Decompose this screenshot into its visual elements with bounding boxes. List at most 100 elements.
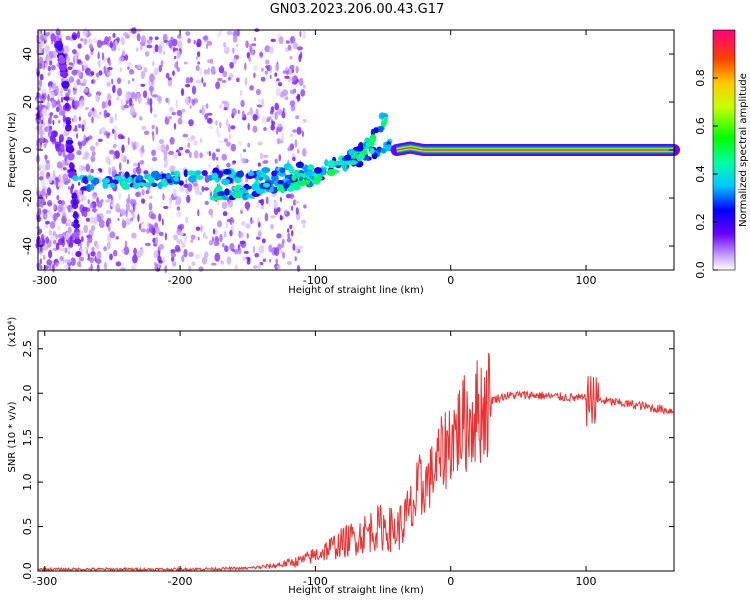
noise-speckle (61, 215, 66, 224)
ridge-point (159, 173, 168, 180)
noise-speckle (96, 200, 103, 208)
noise-speckle (127, 66, 130, 70)
noise-speckle (277, 109, 283, 116)
noise-speckle (191, 99, 196, 106)
noise-speckle (289, 89, 296, 95)
ridge-point (201, 170, 208, 176)
noise-speckle (286, 261, 293, 265)
noise-speckle (279, 214, 283, 221)
noise-speckle (208, 151, 211, 157)
noise-speckle (186, 194, 191, 204)
noise-speckle (237, 109, 240, 115)
noise-speckle (101, 101, 106, 109)
colorbar-label: Normalized spectral amplitude (738, 73, 749, 227)
noise-speckle (240, 206, 244, 211)
noise-speckle (141, 198, 146, 204)
noise-speckle (290, 105, 296, 112)
noise-speckle (49, 112, 54, 116)
noise-speckle (36, 236, 41, 245)
snr-y-label: SNR (10 * v/v) (7, 401, 18, 472)
noise-speckle (191, 85, 197, 95)
ridge-point (283, 182, 289, 189)
noise-speckle (56, 225, 61, 231)
noise-speckle (206, 103, 209, 109)
ridge-point (72, 175, 79, 182)
noise-speckle (152, 156, 157, 162)
noise-speckle (47, 65, 52, 72)
ridge-point (157, 181, 163, 190)
noise-speckle (274, 72, 278, 77)
noise-speckle (156, 95, 162, 102)
noise-speckle (148, 202, 153, 211)
ridge-point (221, 195, 229, 201)
ridge-point (216, 191, 226, 197)
noise-speckle (66, 166, 69, 170)
noise-speckle (292, 243, 296, 251)
noise-speckle (261, 115, 267, 124)
noise-speckle (81, 166, 86, 171)
noise-speckle (160, 144, 166, 153)
ridge-point (256, 170, 262, 178)
noise-speckle (80, 98, 85, 106)
noise-speckle (286, 237, 292, 243)
colorbar-ticks: 0.0 0.2 0.4 0.6 0.8 (694, 69, 718, 279)
noise-speckle (62, 114, 66, 123)
ridge-point (276, 184, 284, 192)
noise-speckle (51, 65, 56, 71)
noise-speckle (85, 136, 90, 142)
noise-speckle (105, 156, 111, 164)
noise-speckle (132, 168, 137, 175)
ridge-point (124, 171, 130, 179)
noise-speckle (185, 178, 188, 185)
noise-speckle (258, 98, 261, 104)
ridge-point (89, 183, 95, 191)
noise-speckle (119, 162, 122, 171)
noise-speckle (257, 162, 261, 167)
ridge-point (228, 173, 235, 178)
noise-speckle (42, 212, 48, 220)
noise-speckle (40, 119, 44, 125)
noise-speckle (261, 238, 266, 244)
noise-speckle (55, 262, 59, 267)
noise-speckle (172, 47, 179, 52)
noise-speckle (258, 245, 265, 254)
noise-speckle (284, 75, 290, 79)
noise-speckle (216, 156, 219, 161)
y-tick-label: 2.5 (21, 340, 34, 358)
noise-speckle (264, 45, 271, 53)
noise-speckle (170, 253, 177, 258)
noise-speckle (140, 228, 146, 233)
ridge-point (144, 182, 152, 188)
ridge-point (101, 177, 110, 184)
noise-speckle (105, 100, 108, 109)
ridge-point (251, 183, 259, 191)
noise-speckle (282, 70, 286, 74)
x-tick-label: -300 (32, 575, 57, 588)
noise-speckle (98, 219, 105, 229)
ridge-point (333, 160, 342, 166)
noise-speckle (125, 202, 130, 212)
noise-speckle (223, 138, 228, 143)
noise-speckle (175, 99, 178, 108)
noise-speckle (188, 265, 192, 272)
noise-speckle (223, 231, 227, 238)
noise-speckle (38, 202, 42, 208)
noise-speckle (37, 87, 41, 91)
noise-speckle (179, 185, 185, 192)
ridge-point (357, 153, 365, 160)
noise-speckle (227, 199, 234, 208)
noise-speckle (247, 123, 250, 131)
noise-speckle (151, 94, 158, 98)
noise-speckle (127, 137, 130, 146)
noise-speckle (112, 128, 115, 134)
noise-speckle (115, 236, 119, 240)
noise-speckle (194, 253, 201, 259)
noise-speckle (55, 85, 59, 94)
noise-speckle (106, 81, 111, 87)
noise-speckle (99, 111, 102, 115)
noise-speckle (239, 89, 243, 96)
noise-speckle (84, 107, 89, 111)
noise-speckle (173, 234, 178, 241)
colorbar: 0.0 0.2 0.4 0.6 0.8 Normalized spectral ampl… (694, 29, 749, 279)
noise-speckle (92, 194, 96, 200)
